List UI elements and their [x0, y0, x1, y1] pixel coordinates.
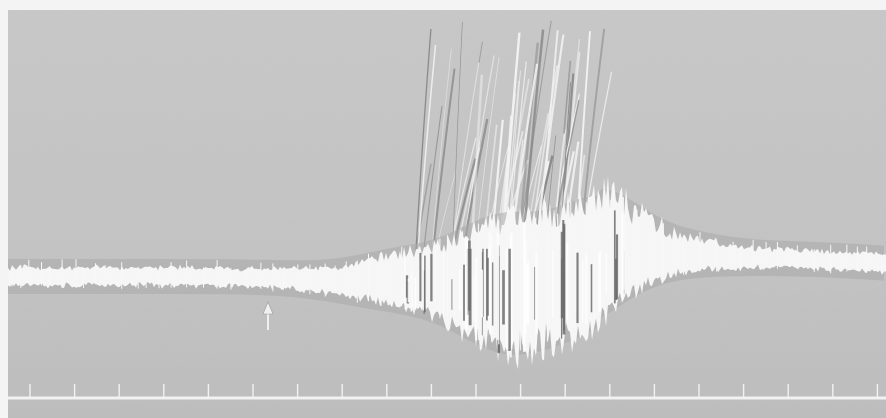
oscillogram [0, 0, 886, 418]
page: {} (() => { const svg = document.getElem… [0, 0, 886, 418]
film-grain [8, 10, 886, 418]
